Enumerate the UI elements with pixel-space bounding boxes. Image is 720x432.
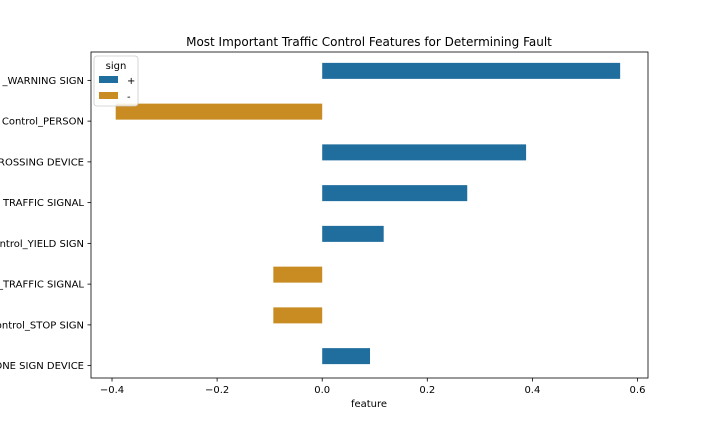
x-tick-label: 0.6 [630, 385, 646, 396]
bar [322, 225, 384, 242]
legend-label-plus: + [127, 76, 135, 87]
x-tick-label: 0.4 [524, 385, 540, 396]
x-tick-label: 0.0 [314, 385, 330, 396]
y-tick-label: ONE SIGN DEVICE [0, 361, 84, 372]
y-tick-labels: _WARNING SIGN Control_PERSON ROSSING DEVIC… [0, 76, 91, 372]
bar [322, 185, 468, 202]
x-tick-label: 0.2 [419, 385, 435, 396]
chart-title: Most Important Traffic Control Features … [186, 35, 552, 49]
x-axis-label: feature [351, 399, 387, 410]
legend: sign + - [93, 55, 139, 107]
y-tick-label: ontrol_STOP SIGN [0, 320, 84, 331]
bar [322, 144, 527, 161]
bar [322, 62, 621, 79]
legend-label-minus: - [127, 92, 131, 103]
legend-swatch-minus [99, 92, 118, 99]
bar [273, 266, 323, 283]
bar [115, 103, 323, 120]
y-tick-label: ntrol_YIELD SIGN [0, 239, 84, 250]
x-tick-label: −0.2 [205, 385, 229, 396]
bar [273, 307, 323, 324]
y-tick-label: Control_PERSON [2, 117, 84, 128]
y-tick-label: _WARNING SIGN [2, 76, 85, 87]
x-axis-ticks: −0.4 −0.2 0.0 0.2 0.4 0.6 [100, 378, 646, 396]
y-tick-label: TRAFFIC SIGNAL [2, 198, 84, 209]
bar [322, 348, 371, 365]
plot-frame [90, 51, 649, 379]
bars-layer [115, 62, 621, 365]
y-tick-label: _TRAFFIC SIGNAL [0, 280, 84, 291]
y-tick-label: ROSSING DEVICE [0, 157, 84, 168]
legend-swatch-plus [99, 76, 118, 83]
x-tick-label: −0.4 [100, 385, 124, 396]
legend-title: sign [106, 61, 127, 72]
